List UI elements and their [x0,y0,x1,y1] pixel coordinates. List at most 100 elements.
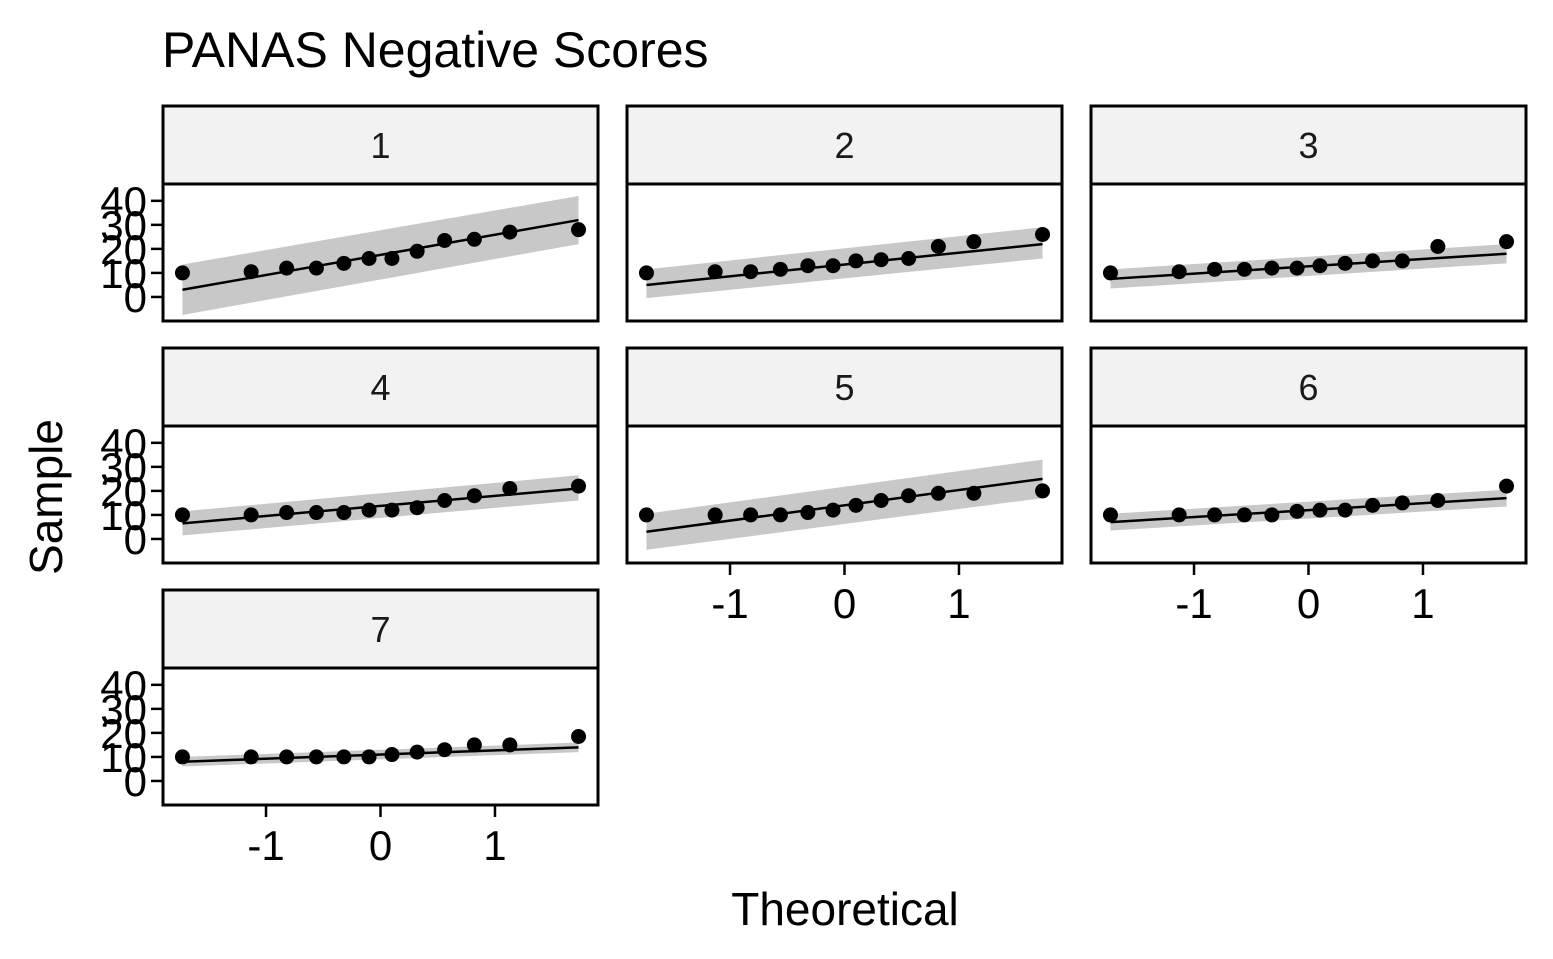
data-point [243,507,259,523]
x-tick-label: -1 [247,822,284,869]
data-point [174,265,190,281]
x-axis-title: Theoretical [731,883,959,935]
data-point [466,231,482,247]
data-point [1430,493,1446,509]
data-point [800,258,816,274]
data-point [707,507,723,523]
data-point [308,749,324,765]
data-point [1171,264,1187,280]
data-point [1337,255,1353,271]
data-point [502,480,518,496]
facet-strip [161,104,600,186]
data-point [466,737,482,753]
data-point [409,744,425,760]
data-point [1236,507,1252,523]
y-tick-label: 40 [100,662,147,709]
data-point [1236,261,1252,277]
facet-strip-label: 1 [370,125,390,166]
data-point [1312,258,1328,274]
data-point [279,749,295,765]
data-point [825,502,841,518]
data-point [1171,507,1187,523]
data-point [1312,502,1328,518]
data-point [571,222,587,238]
plot-background [163,668,598,805]
data-point [1102,507,1118,523]
data-point [336,255,352,271]
data-point [308,260,324,276]
data-point [1337,502,1353,518]
y-tick-label: 40 [100,420,147,467]
facet-strip [625,346,1064,428]
x-tick-label: 1 [483,822,506,869]
x-axis-ticks: -1 0 1 -1 0 1 -1 0 1 [247,563,1435,869]
data-point [1430,238,1446,254]
data-point [409,243,425,259]
data-point [1264,507,1280,523]
data-point [361,749,377,765]
data-point [1499,234,1515,250]
data-point [930,238,946,254]
data-point [571,478,587,494]
data-point [502,737,518,753]
data-point [437,742,453,758]
y-tick-label: 10 [100,734,147,781]
data-point [502,224,518,240]
chart-title: PANAS Negative Scores [162,22,709,78]
data-point [437,493,453,509]
facet-strip [161,588,600,670]
data-point [1035,483,1051,499]
data-point [1289,260,1305,276]
data-point [707,264,723,280]
facet-strip [1089,104,1528,186]
data-point [409,500,425,516]
plot-border [625,182,1064,323]
data-point [384,502,400,518]
plot-border [1089,182,1528,323]
facet-strip-label: 6 [1298,367,1318,408]
plot-border [161,424,600,565]
data-point [1035,226,1051,242]
x-tick-label: 0 [1297,580,1320,627]
data-point [743,264,759,280]
y-tick-label: 30 [100,444,147,491]
data-point [1102,265,1118,281]
data-point [1264,260,1280,276]
data-point [1365,253,1381,269]
data-point [279,260,295,276]
data-point [571,729,587,744]
data-point [1365,497,1381,513]
data-point [638,507,654,523]
x-tick-label: 1 [1411,580,1434,627]
data-point [174,749,190,765]
data-point [901,488,917,504]
data-point [1499,478,1515,494]
data-point [901,251,917,267]
facet-strip-label: 7 [370,609,390,650]
data-point [1289,503,1305,519]
data-point [384,251,400,267]
data-point [873,493,889,509]
facet-panel-3: 3 [1089,104,1528,323]
data-point [336,505,352,521]
data-point [743,507,759,523]
data-point [966,234,982,250]
y-tick-label: 0 [124,758,147,805]
plot-border [161,182,600,323]
x-tick-label: 0 [369,822,392,869]
data-point [279,505,295,521]
data-point [1207,507,1223,523]
y-tick-label: 0 [124,516,147,563]
data-point [1394,495,1410,511]
facet-panel-6: 6 [1089,346,1528,565]
facet-panel-5: 5 [625,346,1064,565]
data-point [384,747,400,763]
y-tick-label: 10 [100,492,147,539]
x-tick-label: 0 [833,580,856,627]
x-tick-label: 1 [947,580,970,627]
y-tick-label: 20 [100,710,147,757]
x-tick-label: -1 [711,580,748,627]
data-point [800,505,816,521]
